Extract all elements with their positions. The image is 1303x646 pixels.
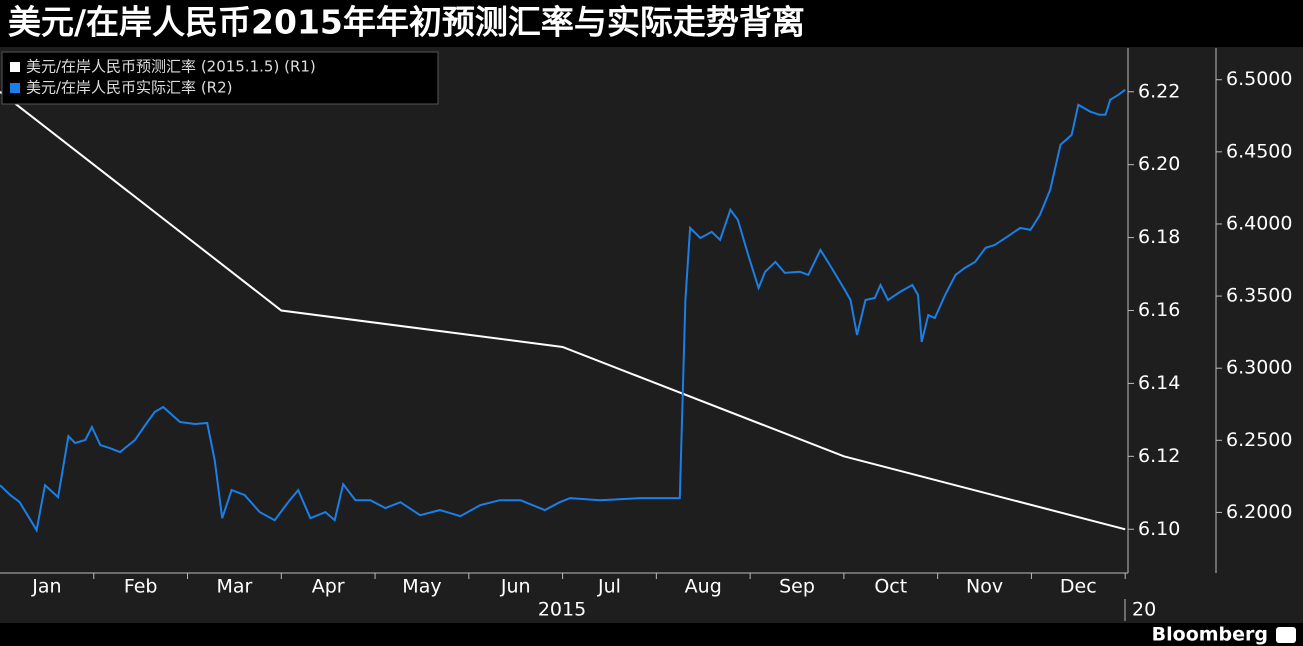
y2-tick-label: 6.2000 — [1226, 501, 1292, 523]
title-bar — [0, 0, 1303, 47]
y-tick-label: 6.20 — [1138, 153, 1180, 175]
y2-tick-label: 6.2500 — [1226, 429, 1292, 451]
legend-box — [1, 51, 439, 105]
x-tick-label: Sep — [779, 576, 815, 598]
x-tick-label: Oct — [874, 576, 907, 598]
x-tick-label: Feb — [124, 576, 158, 598]
x-tick-label: Jul — [597, 576, 621, 598]
x-tick-label: Jan — [31, 576, 61, 598]
y-tick-label: 6.14 — [1138, 372, 1180, 394]
y2-tick-label: 6.4500 — [1226, 140, 1292, 162]
y2-tick-label: 6.3000 — [1226, 357, 1292, 379]
legend-label: 美元/在岸人民币实际汇率 (R2) — [26, 79, 233, 97]
y2-tick-label: 6.5000 — [1226, 68, 1292, 90]
y-tick-label: 6.22 — [1138, 80, 1180, 102]
legend-swatch — [10, 62, 20, 72]
series-line — [0, 91, 1126, 531]
legend-label: 美元/在岸人民币预测汇率 (2015.1.5) (R1) — [26, 58, 316, 76]
y-tick-label: 6.12 — [1138, 445, 1180, 467]
y2-tick-label: 6.3500 — [1226, 285, 1292, 307]
y-tick-label: 6.18 — [1138, 226, 1180, 248]
source: Bloomberg — [1152, 624, 1268, 646]
y2-tick-label: 6.4000 — [1226, 212, 1292, 234]
x-tick-label: Nov — [966, 576, 1003, 598]
x-tick-label: Apr — [312, 576, 345, 598]
x-tick-label: Mar — [216, 576, 252, 598]
series-line — [0, 88, 1126, 533]
chart-title: 美元/在岸人民币2015年年初预测汇率与实际走势背离 — [8, 3, 805, 42]
x-next-year-label: 20 — [1132, 599, 1156, 621]
x-tick-label: Dec — [1060, 576, 1097, 598]
footer-bar — [0, 623, 1303, 646]
x-tick-label: Jun — [500, 576, 531, 598]
x-tick-label: Aug — [685, 576, 722, 598]
legend-swatch — [10, 83, 20, 93]
y-tick-label: 6.16 — [1138, 299, 1180, 321]
x-tick-label: May — [402, 576, 441, 598]
y-tick-label: 6.10 — [1138, 518, 1180, 540]
logo-icon — [1276, 627, 1296, 643]
x-year-label: 2015 — [538, 599, 586, 621]
